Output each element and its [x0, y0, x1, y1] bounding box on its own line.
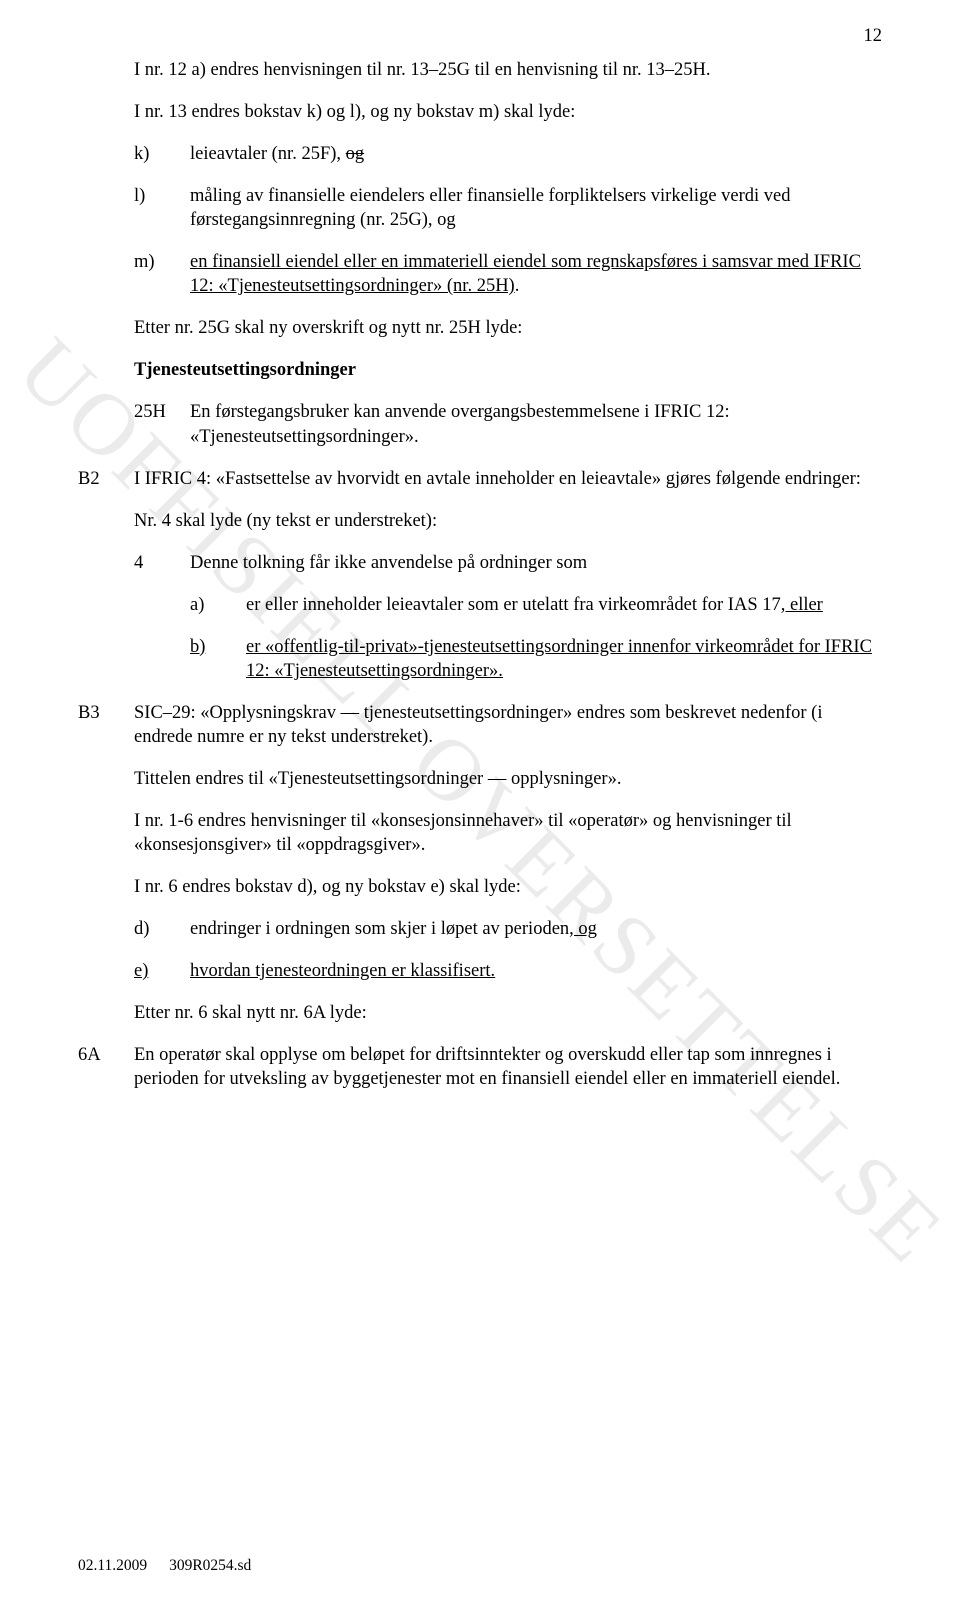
text-B3: SIC–29: «Opplysningskrav — tjenesteutset… — [134, 701, 882, 749]
page-number: 12 — [78, 24, 882, 48]
footer-ref: 309R0254.sd — [169, 1557, 251, 1574]
text-d-ul: , og — [569, 919, 597, 939]
text-l: måling av finansielle eiendelers eller f… — [190, 184, 882, 232]
item-6A: 6A En operatør skal opplyse om beløpet f… — [78, 1043, 882, 1091]
item-B2: B2 I IFRIC 4: «Fastsettelse av hvorvidt … — [78, 467, 882, 491]
para-2: I nr. 13 endres bokstav k) og l), og ny … — [134, 100, 882, 124]
text-d: endringer i ordningen som skjer i løpet … — [190, 917, 882, 941]
text-k-pre: leieavtaler (nr. 25F), — [190, 144, 346, 164]
label-a: a) — [190, 593, 246, 617]
footer: 02.11.2009 309R0254.sd — [78, 1556, 269, 1576]
label-B2: B2 — [78, 467, 134, 491]
text-b-ul: er «offentlig-til-privat»-tjenesteutsett… — [246, 637, 872, 681]
item-B3: B3 SIC–29: «Opplysningskrav — tjenesteut… — [78, 701, 882, 749]
label-b: b) — [190, 635, 246, 683]
text-m: en finansiell eiendel eller en immaterie… — [190, 250, 882, 298]
item-4: 4 Denne tolkning får ikke anvendelse på … — [134, 551, 882, 575]
para-6: I nr. 1-6 endres henvisninger til «konse… — [134, 809, 882, 857]
item-m: m) en finansiell eiendel eller en immate… — [134, 250, 882, 298]
para-1: I nr. 12 a) endres henvisningen til nr. … — [134, 58, 882, 82]
text-a-pre: er eller inneholder leieavtaler som er u… — [246, 595, 781, 615]
item-a: a) er eller inneholder leieavtaler som e… — [190, 593, 882, 617]
label-4: 4 — [134, 551, 190, 575]
text-e-ul: hvordan tjenesteordningen er klassifiser… — [190, 961, 495, 981]
para-3: Etter nr. 25G skal ny overskrift og nytt… — [134, 316, 882, 340]
text-m-tail: . — [515, 276, 520, 296]
label-k: k) — [134, 142, 190, 166]
item-k: k) leieavtaler (nr. 25F), og — [134, 142, 882, 166]
watermark: UOFFISIELL OVERSETTELSE — [0, 314, 960, 1289]
text-m-ul: en finansiell eiendel eller en immaterie… — [190, 252, 861, 296]
label-e: e) — [134, 959, 190, 983]
page: UOFFISIELL OVERSETTELSE 12 I nr. 12 a) e… — [0, 0, 960, 1604]
item-25H: 25H En førstegangsbruker kan anvende ove… — [134, 400, 882, 448]
text-25H: En førstegangsbruker kan anvende overgan… — [190, 400, 882, 448]
footer-date: 02.11.2009 — [78, 1557, 147, 1574]
text-b: er «offentlig-til-privat»-tjenesteutsett… — [246, 635, 882, 683]
para-5: Tittelen endres til «Tjenesteutsettingso… — [134, 767, 882, 791]
label-6A: 6A — [78, 1043, 134, 1091]
text-a-ul: , eller — [781, 595, 823, 615]
text-e: hvordan tjenesteordningen er klassifiser… — [190, 959, 882, 983]
label-B3: B3 — [78, 701, 134, 749]
item-b: b) er «offentlig-til-privat»-tjenesteuts… — [190, 635, 882, 683]
text-d-pre: endringer i ordningen som skjer i løpet … — [190, 919, 569, 939]
text-4: Denne tolkning får ikke anvendelse på or… — [190, 551, 882, 575]
item-d: d) endringer i ordningen som skjer i løp… — [134, 917, 882, 941]
item-e: e) hvordan tjenesteordningen er klassifi… — [134, 959, 882, 983]
text-k-strike: og — [346, 144, 365, 164]
para-8: Etter nr. 6 skal nytt nr. 6A lyde: — [134, 1001, 882, 1025]
label-d: d) — [134, 917, 190, 941]
label-m: m) — [134, 250, 190, 298]
text-B2: I IFRIC 4: «Fastsettelse av hvorvidt en … — [134, 467, 882, 491]
item-l: l) måling av finansielle eiendelers elle… — [134, 184, 882, 232]
text-k: leieavtaler (nr. 25F), og — [190, 142, 882, 166]
text-6A: En operatør skal opplyse om beløpet for … — [134, 1043, 882, 1091]
label-25H: 25H — [134, 400, 190, 448]
label-l: l) — [134, 184, 190, 232]
heading-25H: Tjenesteutsettingsordninger — [134, 358, 882, 382]
para-7: I nr. 6 endres bokstav d), og ny bokstav… — [134, 875, 882, 899]
text-a: er eller inneholder leieavtaler som er u… — [246, 593, 882, 617]
para-4: Nr. 4 skal lyde (ny tekst er understreke… — [134, 509, 882, 533]
